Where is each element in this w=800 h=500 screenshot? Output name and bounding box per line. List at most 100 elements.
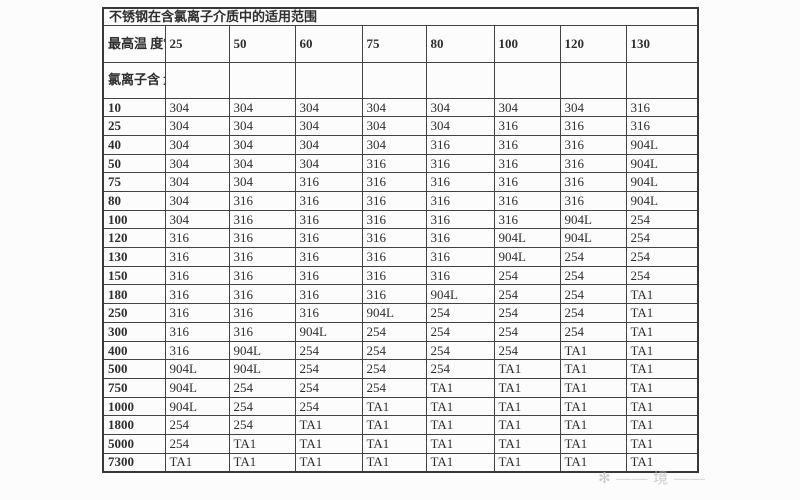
steel-grade-cell: 254 bbox=[559, 284, 627, 305]
chloride-row-label: 1000 bbox=[102, 396, 166, 417]
steel-grade-cell: 316 bbox=[625, 116, 699, 136]
steel-grade-cell: TA1 bbox=[493, 396, 561, 417]
empty-header-cell bbox=[493, 61, 561, 99]
steel-grade-cell: 254 bbox=[493, 284, 561, 305]
steel-grade-cell: 316 bbox=[559, 191, 627, 211]
steel-grade-cell: 316 bbox=[361, 228, 427, 249]
empty-header-cell bbox=[294, 61, 363, 99]
temp-column-header: 75 bbox=[361, 24, 427, 63]
chloride-content-header-label: 氯离子含 量(mg/L) bbox=[102, 61, 166, 99]
temp-column-header: 25 bbox=[164, 24, 230, 63]
table-row: 750 904L 254 254 254 TA1 TA1 TA1 TA1 bbox=[102, 377, 699, 398]
steel-grade-cell: 904L bbox=[164, 359, 230, 379]
steel-grade-cell: 254 bbox=[493, 303, 561, 323]
steel-grade-cell: TA1 bbox=[559, 359, 627, 379]
chloride-header-row: 氯离子含 量(mg/L) bbox=[102, 61, 699, 99]
steel-grade-cell: TA1 bbox=[425, 415, 495, 435]
steel-grade-cell: 304 bbox=[164, 116, 230, 136]
steel-grade-cell: 254 bbox=[228, 396, 296, 417]
steel-grade-cell: TA1 bbox=[625, 321, 699, 342]
steel-grade-cell: 316 bbox=[164, 284, 230, 305]
steel-grade-cell: 904L bbox=[164, 396, 230, 417]
steel-grade-cell: 316 bbox=[164, 321, 230, 342]
steel-grade-cell: 316 bbox=[361, 247, 427, 267]
steel-grade-cell: TA1 bbox=[425, 452, 495, 473]
chloride-row-label: 120 bbox=[102, 228, 166, 249]
steel-grade-cell: 316 bbox=[294, 191, 363, 211]
stainless-steel-suitability-table: 不锈钢在含氯离子介质中的适用范围 最高温 度℃ 2550607580100120… bbox=[102, 7, 700, 473]
steel-grade-cell: 316 bbox=[361, 265, 427, 286]
steel-grade-cell: 316 bbox=[559, 134, 627, 155]
steel-grade-cell: TA1 bbox=[493, 377, 561, 398]
steel-grade-cell: 254 bbox=[425, 359, 495, 379]
steel-grade-cell: 304 bbox=[425, 116, 495, 136]
steel-grade-cell: 904L bbox=[493, 247, 561, 267]
table-row: 25 304 304 304 304 304 316 316 316 bbox=[102, 116, 699, 136]
chloride-row-label: 500 bbox=[102, 359, 166, 379]
steel-grade-cell: 254 bbox=[625, 265, 699, 286]
steel-grade-cell: 254 bbox=[164, 415, 230, 435]
steel-grade-cell: 254 bbox=[559, 247, 627, 267]
steel-grade-cell: 316 bbox=[294, 303, 363, 323]
steel-grade-cell: 904L bbox=[425, 284, 495, 305]
steel-grade-cell: 316 bbox=[361, 172, 427, 193]
chloride-row-label: 300 bbox=[102, 321, 166, 342]
steel-grade-cell: 316 bbox=[294, 265, 363, 286]
steel-grade-cell: 904L bbox=[361, 303, 427, 323]
table-row: 5000 254 TA1 TA1 TA1 TA1 TA1 TA1 TA1 bbox=[102, 433, 699, 454]
steel-grade-cell: TA1 bbox=[625, 284, 699, 305]
table-title-row: 不锈钢在含氯离子介质中的适用范围 bbox=[102, 7, 699, 26]
empty-header-cell bbox=[559, 61, 627, 99]
steel-grade-cell: 254 bbox=[361, 321, 427, 342]
steel-grade-cell: 904L bbox=[625, 172, 699, 193]
table-row: 300 316 316 904L 254 254 254 254 TA1 bbox=[102, 321, 699, 342]
chloride-row-label: 5000 bbox=[102, 433, 166, 454]
steel-grade-cell: 304 bbox=[164, 134, 230, 155]
steel-grade-cell: 316 bbox=[228, 228, 296, 249]
steel-grade-cell: 316 bbox=[559, 116, 627, 136]
steel-grade-cell: 304 bbox=[228, 134, 296, 155]
steel-grade-cell: TA1 bbox=[625, 303, 699, 323]
steel-grade-cell: TA1 bbox=[425, 377, 495, 398]
steel-grade-cell: 254 bbox=[493, 321, 561, 342]
steel-grade-cell: 316 bbox=[228, 321, 296, 342]
chloride-row-label: 25 bbox=[102, 116, 166, 136]
table-row: 7300 TA1 TA1 TA1 TA1 TA1 TA1 TA1 TA1 bbox=[102, 452, 699, 473]
table-row: 400 316 904L 254 254 254 254 TA1 TA1 bbox=[102, 340, 699, 361]
steel-grade-cell: 316 bbox=[559, 172, 627, 193]
steel-grade-cell: 316 bbox=[361, 191, 427, 211]
steel-grade-cell: 304 bbox=[361, 134, 427, 155]
steel-grade-cell: TA1 bbox=[625, 433, 699, 454]
steel-grade-cell: 254 bbox=[425, 303, 495, 323]
steel-grade-cell: 316 bbox=[228, 303, 296, 323]
steel-grade-cell: TA1 bbox=[425, 396, 495, 417]
steel-grade-cell: 904L bbox=[493, 228, 561, 249]
steel-grade-cell: 254 bbox=[228, 377, 296, 398]
table-title: 不锈钢在含氯离子介质中的适用范围 bbox=[102, 7, 699, 26]
steel-grade-cell: 316 bbox=[228, 191, 296, 211]
steel-grade-cell: 316 bbox=[164, 247, 230, 267]
table-row: 80 304 316 316 316 316 316 316 904L bbox=[102, 191, 699, 211]
steel-grade-cell: 254 bbox=[625, 209, 699, 230]
steel-grade-cell: 316 bbox=[294, 209, 363, 230]
steel-grade-cell: 316 bbox=[493, 116, 561, 136]
chloride-row-label: 7300 bbox=[102, 452, 166, 473]
steel-grade-cell: 254 bbox=[425, 321, 495, 342]
steel-grade-cell: TA1 bbox=[361, 433, 427, 454]
chloride-row-label: 400 bbox=[102, 340, 166, 361]
steel-grade-cell: 316 bbox=[228, 247, 296, 267]
steel-grade-cell: 304 bbox=[294, 116, 363, 136]
steel-grade-cell: TA1 bbox=[294, 452, 363, 473]
steel-grade-cell: TA1 bbox=[493, 452, 561, 473]
chloride-row-label: 75 bbox=[102, 172, 166, 193]
steel-grade-cell: 254 bbox=[361, 340, 427, 361]
steel-grade-cell: TA1 bbox=[493, 415, 561, 435]
steel-grade-cell: 316 bbox=[425, 153, 495, 174]
temp-column-header: 80 bbox=[425, 24, 495, 63]
steel-grade-cell: TA1 bbox=[559, 340, 627, 361]
steel-grade-cell: TA1 bbox=[625, 415, 699, 435]
steel-grade-cell: 254 bbox=[294, 377, 363, 398]
steel-grade-cell: TA1 bbox=[625, 359, 699, 379]
steel-grade-cell: TA1 bbox=[294, 433, 363, 454]
